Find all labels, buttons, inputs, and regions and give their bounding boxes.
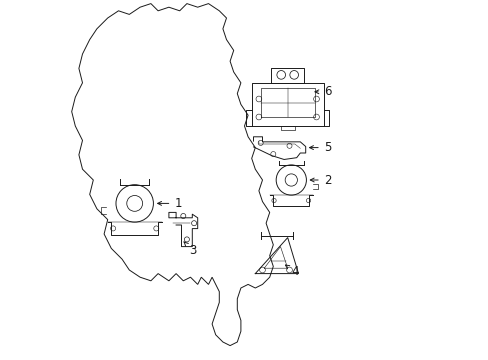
Text: 5: 5 <box>309 141 330 154</box>
Text: 2: 2 <box>310 174 330 186</box>
Text: 3: 3 <box>183 242 196 257</box>
Text: 6: 6 <box>314 85 330 98</box>
Text: 1: 1 <box>157 197 182 210</box>
Text: 4: 4 <box>285 265 298 278</box>
